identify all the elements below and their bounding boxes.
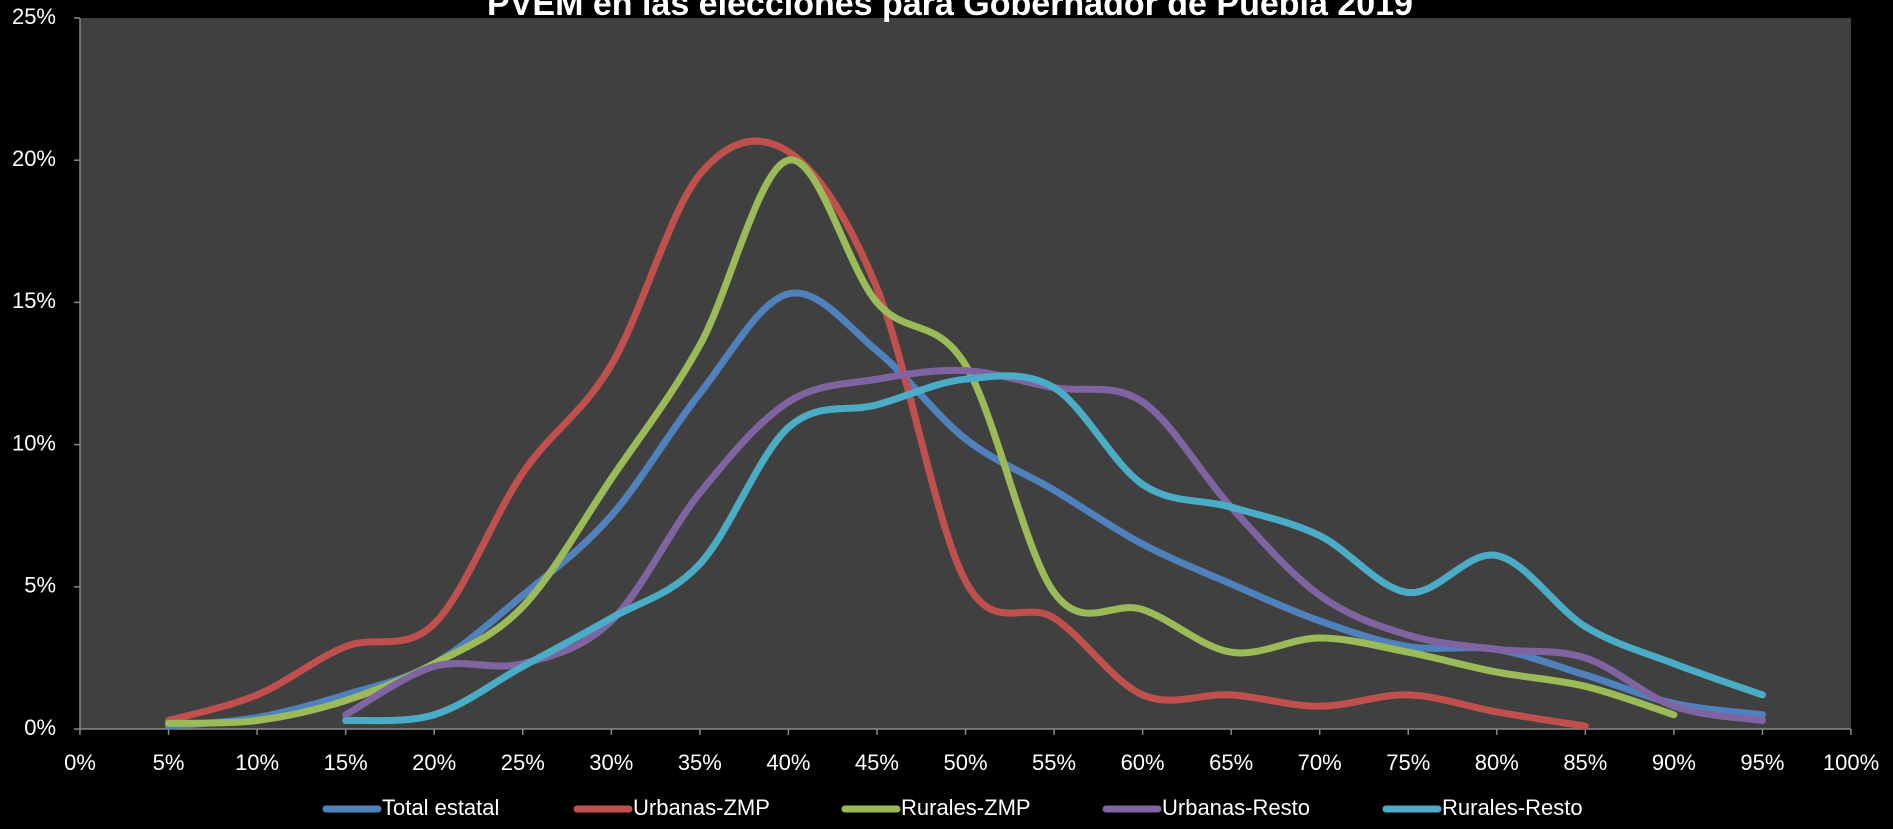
x-tick-label: 10%	[235, 750, 279, 775]
x-tick-label: 20%	[412, 750, 456, 775]
x-tick-label: 95%	[1740, 750, 1784, 775]
x-tick-label: 5%	[153, 750, 185, 775]
x-tick-label: 40%	[766, 750, 810, 775]
y-tick-label: 0%	[24, 715, 56, 740]
x-tick-label: 70%	[1298, 750, 1342, 775]
y-tick-label: 10%	[12, 430, 56, 455]
x-tick-label: 85%	[1563, 750, 1607, 775]
series-line	[165, 137, 1589, 730]
x-tick-label: 15%	[324, 750, 368, 775]
legend-label: Rurales-ZMP	[901, 795, 1031, 820]
y-tick-label: 20%	[12, 146, 56, 171]
y-tick-label: 15%	[12, 288, 56, 313]
x-tick-label: 0%	[64, 750, 96, 775]
legend-label: Total estatal	[382, 795, 499, 820]
x-tick-label: 90%	[1652, 750, 1696, 775]
x-tick-label: 30%	[589, 750, 633, 775]
chart-title: PVEM en las elecciones para Gobernador d…	[487, 0, 1413, 23]
series-line	[165, 156, 1678, 727]
x-tick-label: 100%	[1823, 750, 1879, 775]
x-tick-label: 80%	[1475, 750, 1519, 775]
y-tick-label: 5%	[24, 573, 56, 598]
x-tick-label: 60%	[1121, 750, 1165, 775]
legend-label: Urbanas-ZMP	[633, 795, 770, 820]
legend-label: Urbanas-Resto	[1162, 795, 1310, 820]
x-tick-label: 75%	[1386, 750, 1430, 775]
x-tick-label: 65%	[1209, 750, 1253, 775]
y-tick-label: 25%	[12, 4, 56, 29]
x-tick-label: 25%	[501, 750, 545, 775]
x-tick-label: 50%	[943, 750, 987, 775]
x-tick-label: 35%	[678, 750, 722, 775]
x-tick-label: 55%	[1032, 750, 1076, 775]
legend-label: Rurales-Resto	[1442, 795, 1583, 820]
x-tick-label: 45%	[855, 750, 899, 775]
series-line	[342, 372, 1766, 725]
